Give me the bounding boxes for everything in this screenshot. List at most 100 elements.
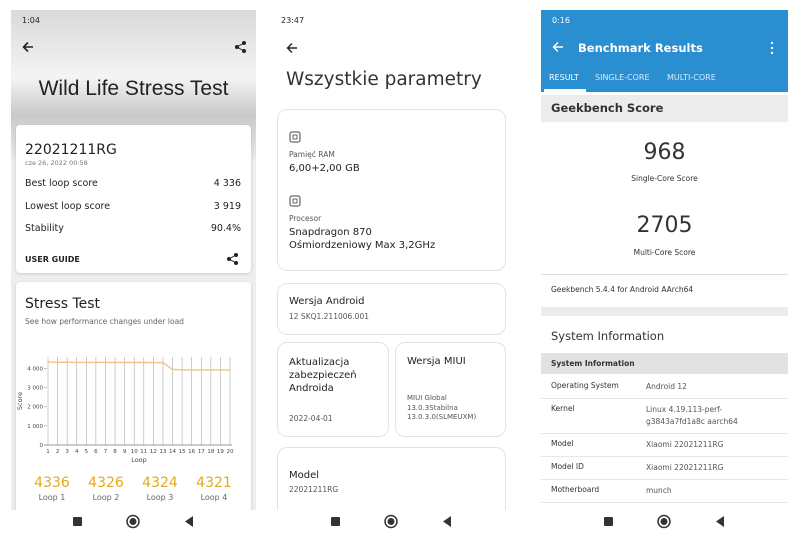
security-value: 2022-04-01 — [289, 414, 333, 423]
cpu-detail: Ośmiordzeniowy Max 3,2GHz — [289, 240, 436, 251]
nav-recents[interactable] — [604, 517, 613, 526]
status-time: 0:16 — [552, 16, 570, 25]
tab[interactable]: MULTI-CORE — [667, 73, 716, 82]
row-divider — [541, 398, 788, 399]
version-info: Geekbench 5.4.4 for Android AArch64 — [551, 285, 694, 294]
multi-core-score: 2705 — [636, 213, 693, 238]
result-date: cze 26, 2022 00:58 — [25, 159, 88, 167]
loop-score: 4336 — [34, 475, 70, 491]
row-label: Kernel — [551, 404, 575, 413]
menu-button[interactable] — [769, 41, 775, 55]
nav-home-dot — [387, 518, 395, 525]
nav-recents[interactable] — [73, 517, 82, 526]
nav-home-dot — [660, 518, 668, 525]
user-guide-link[interactable]: USER GUIDE — [25, 255, 80, 264]
share-button[interactable] — [234, 40, 248, 54]
device-name: 22021211RG — [25, 142, 117, 158]
android-card: Wersja Android 12 SKQ1.211006.001 — [277, 283, 506, 335]
tab-indicator — [544, 89, 586, 92]
stat-value: 90.4% — [210, 223, 241, 234]
section-band — [541, 307, 788, 316]
stat-label: Lowest loop score — [25, 201, 111, 212]
cpu-name: Snapdragon 870 — [289, 227, 372, 238]
section-subtitle: See how performance changes under load — [25, 317, 184, 326]
nav-back[interactable] — [443, 516, 451, 527]
row-value: munch — [646, 486, 672, 495]
android-label: Wersja Android — [289, 296, 365, 307]
security-card: Aktualizacja zabezpieczeń Androida 2022-… — [277, 342, 389, 437]
score-heading: Geekbench Score — [551, 101, 664, 115]
single-core-label: Single-Core Score — [631, 174, 698, 183]
nav-back[interactable] — [716, 516, 724, 527]
loop-score: 4326 — [88, 475, 124, 491]
test-title: Wild Life Stress Test — [38, 77, 229, 100]
row-value: Linux 4.19.113-perf-g3843a7fd1a8c aarch6… — [646, 405, 738, 426]
row-value: Xiaomi 22021211RG — [646, 440, 724, 449]
back-button[interactable] — [551, 40, 565, 54]
nav-home[interactable] — [657, 514, 671, 529]
status-time: 1:04 — [22, 16, 40, 25]
table-header: System Information — [551, 359, 635, 368]
tab[interactable]: RESULT — [549, 73, 579, 82]
row-divider — [541, 456, 788, 457]
row-divider — [541, 502, 788, 503]
stress-card: Stress Test See how performance changes … — [16, 282, 251, 510]
nav-home[interactable] — [126, 514, 140, 529]
screen-stress-test: 1:04 Wild Life Stress Test 22021211RG cz… — [11, 10, 256, 510]
section-band — [541, 95, 788, 122]
tab[interactable]: SINGLE-CORE — [595, 73, 650, 82]
section-title: Stress Test — [25, 296, 101, 312]
loop-label: Loop 2 — [92, 493, 120, 502]
row-value: Android 12 — [646, 382, 687, 391]
sysinfo-heading: System Information — [551, 329, 665, 343]
miui-value: MIUI Global 13.0.3Stabilna 13.0.3.0(SLME… — [407, 394, 477, 421]
page-title: Wszystkie parametry — [286, 69, 482, 90]
cpu-icon — [289, 195, 301, 207]
result-card: 22021211RG cze 26, 2022 00:58 Best loop … — [16, 125, 251, 273]
security-label: Aktualizacja zabezpieczeń Androida — [289, 357, 357, 394]
table-header-band — [541, 353, 788, 374]
loop-label: Loop 4 — [200, 493, 228, 502]
model-value: 22021211RG — [289, 485, 339, 494]
ram-icon — [289, 131, 301, 143]
nav-home[interactable] — [384, 514, 398, 529]
row-label: Motherboard — [551, 485, 600, 494]
stat-label: Best loop score — [25, 178, 98, 189]
multi-core-label: Multi-Core Score — [633, 248, 696, 257]
ram-value: 6,00+2,00 GB — [289, 163, 360, 174]
app-title: Benchmark Results — [578, 41, 703, 55]
row-label: Model ID — [551, 462, 584, 471]
loop-label: Loop 3 — [146, 493, 174, 502]
miui-card: Wersja MIUI MIUI Global 13.0.3Stabilna 1… — [395, 342, 506, 437]
loop-score: 4324 — [142, 475, 178, 491]
loop-label: Loop 1 — [38, 493, 66, 502]
stat-value: 4 336 — [213, 178, 241, 189]
app-bar — [541, 10, 788, 92]
share-button[interactable] — [226, 252, 240, 266]
back-button[interactable] — [285, 41, 299, 55]
navigation-bars — [73, 514, 724, 529]
screen-parameters: 23:47 Wszystkie parametry Pamięć RAM 6,0… — [276, 10, 520, 510]
nav-home-dot — [129, 518, 137, 525]
row-label: Model — [551, 439, 574, 448]
divider — [541, 274, 788, 275]
back-button[interactable] — [21, 40, 35, 54]
screen-geekbench: 0:16 Benchmark Results RESULT SINGLE-COR… — [541, 10, 788, 510]
row-divider — [541, 479, 788, 480]
model-card: Model 22021211RG — [277, 447, 506, 510]
single-core-score: 968 — [643, 140, 686, 165]
hardware-card: Pamięć RAM 6,00+2,00 GB Procesor Snapdra… — [277, 109, 506, 271]
row-divider — [541, 433, 788, 434]
stat-label: Stability — [25, 223, 64, 234]
nav-back[interactable] — [185, 516, 193, 527]
model-label: Model — [289, 470, 320, 481]
ram-label: Pamięć RAM — [289, 150, 335, 159]
cpu-label: Procesor — [289, 214, 322, 223]
miui-label: Wersja MIUI — [407, 356, 466, 367]
nav-recents[interactable] — [331, 517, 340, 526]
android-value: 12 SKQ1.211006.001 — [289, 312, 369, 321]
loop-score: 4321 — [196, 475, 232, 491]
row-value: Xiaomi 22021211RG — [646, 463, 724, 472]
stat-value: 3 919 — [213, 201, 241, 212]
